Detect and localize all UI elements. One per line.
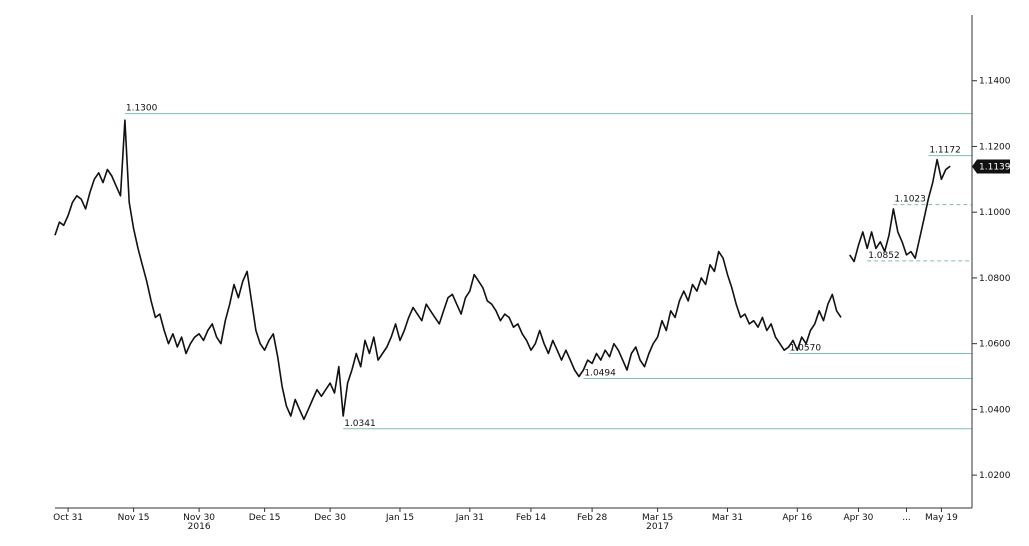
x-tick-label-10: Mar 31 (712, 513, 743, 523)
price-line-segment-0 (54, 119, 842, 421)
x-tick-label-5: Jan 15 (385, 513, 414, 523)
y-tick-label-3: 1.0800 (979, 274, 1011, 284)
annotation-label-1: 1.0341 (344, 419, 376, 429)
y-tick-label-2: 1.0600 (979, 340, 1011, 350)
last-price-badge: 1.1139 (972, 159, 1011, 174)
x-tick-label-9: Mar 15 (642, 513, 673, 523)
annotation-label-2: 1.0494 (584, 369, 616, 379)
x-tick-label-2: Nov 30 (183, 513, 215, 523)
annotation-lines (124, 113, 972, 430)
last-price-badge-label: 1.1139 (979, 163, 1011, 173)
x-tick-label-1: Nov 15 (118, 513, 150, 523)
annotation-label-4: 1.0852 (868, 251, 900, 261)
x-axis: Oct 31 Nov 15 Nov 30 Dec 15 Dec 30 Jan 15 Jan … (53, 507, 972, 532)
x-tick-label-11: Apr 16 (782, 513, 812, 523)
year-label-0: 2016 (188, 522, 211, 532)
x-tick-label-12: Apr 30 (844, 513, 874, 523)
x-tick-label-7: Feb 14 (516, 513, 547, 523)
annotation-label-0: 1.1300 (126, 104, 158, 114)
annotation-label-5: 1.1023 (894, 195, 926, 205)
price-series (54, 119, 951, 421)
x-tick-label-3: Dec 15 (249, 513, 281, 523)
x-tick-label-8: Feb 28 (577, 513, 608, 523)
annotation-labels: 1.1300 1.0341 1.0494 1.0570 1.0852 1.1023 1.11… (126, 104, 961, 429)
y-tick-label-0: 1.0200 (979, 471, 1011, 481)
last-price-badge-shape (972, 159, 1010, 174)
y-tick-label-4: 1.1000 (979, 208, 1011, 218)
annotation-label-3: 1.0570 (790, 344, 822, 354)
y-axis: 1.0200 1.0400 1.0600 1.0800 1.1000 1.1200 1.14… (971, 15, 1011, 508)
x-tick-label-6: Jan 31 (455, 513, 484, 523)
price-line-segment-1 (849, 158, 951, 263)
year-label-1: 2017 (646, 522, 669, 532)
y-tick-label-1: 1.0400 (979, 405, 1011, 415)
x-tick-label-13: ... (902, 513, 911, 523)
x-tick-label-0: Oct 31 (53, 513, 83, 523)
x-tick-label-4: Dec 30 (314, 513, 346, 523)
annotation-label-6: 1.1172 (929, 146, 961, 156)
y-tick-label-6: 1.1400 (979, 77, 1011, 87)
y-tick-label-5: 1.1200 (979, 142, 1011, 152)
x-tick-label-14: May 19 (925, 513, 958, 523)
